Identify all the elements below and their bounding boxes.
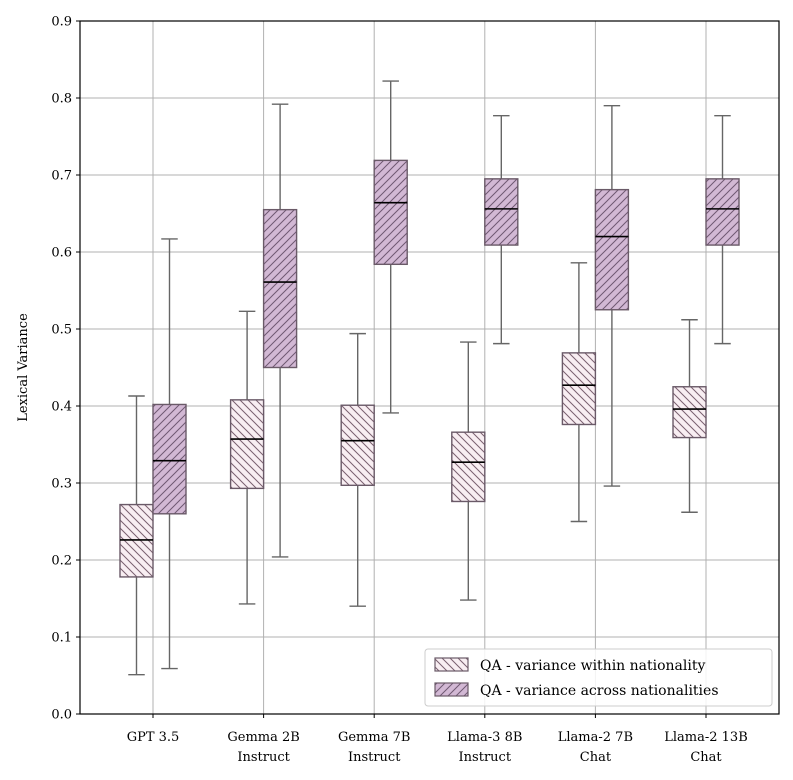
box-group [119,395,154,676]
y-tick-label: 0.6 [51,246,72,261]
legend-box [424,648,773,707]
legend: QA - variance within nationality QA - var… [424,648,773,707]
x-tick-label-line: Gemma 7B [338,730,410,745]
box [451,431,486,503]
x-tick-label-line: Llama-2 13B [664,730,748,745]
y-axis-label: Lexical Variance [16,313,31,422]
x-tick-label: Gemma 2B Instruct [227,730,299,765]
y-tick-label: 0.8 [51,92,72,107]
box-group [451,341,486,601]
x-tick-label-line: Llama-2 7B [558,730,633,745]
x-tick-label-line: Gemma 2B [227,730,299,745]
box [705,178,740,246]
x-tick-label: Llama-3 8B Instruct [447,730,522,765]
plot-frame [79,20,780,715]
box-group [594,104,630,487]
grid [80,20,779,715]
y-tick-label: 0.9 [51,15,72,30]
x-tick-label: Llama-2 13B Chat [664,730,748,765]
axes: 0.0 0.1 0.2 0.3 0.4 0.5 0.6 0.7 0.8 0.9 GPT 3.5 Gem… [51,15,747,766]
x-tick-label: Llama-2 7B Chat [558,730,633,765]
legend-swatch [434,682,469,697]
box [262,208,298,369]
x-tick-label-line: Chat [580,750,612,765]
box-group [484,115,519,345]
legend-label: QA - variance within nationality [480,658,705,674]
box-group [340,332,375,607]
y-tick-label: 0.5 [51,323,72,338]
y-tick-label: 0.0 [51,708,72,723]
box-group [262,103,298,558]
box-group [373,80,408,414]
x-tick-label: GPT 3.5 [127,730,180,745]
legend-label: QA - variance across nationalities [480,683,719,699]
plot-area [119,80,740,676]
box-group [561,262,597,523]
box [229,399,265,490]
x-tick-label-line: Instruct [237,750,290,765]
legend-swatch [434,657,469,672]
x-tick-label-line: Instruct [348,750,401,765]
x-tick-label-line: Llama-3 8B [447,730,522,745]
box [672,386,707,439]
x-tick-label-line: Instruct [459,750,512,765]
box [561,352,597,426]
box-group [229,310,265,605]
y-tick-label: 0.1 [51,631,72,646]
x-tick-label-line: Chat [690,750,722,765]
box-group [672,319,707,513]
box [594,188,630,311]
y-tick-label: 0.2 [51,554,72,569]
box-group [705,115,740,345]
box [152,403,187,515]
box [340,404,375,487]
box [484,178,519,246]
box-group [152,238,187,670]
y-tick-label: 0.7 [51,169,72,184]
y-tick-label: 0.3 [51,477,72,492]
y-tick-label: 0.4 [51,400,72,415]
box [373,159,408,266]
x-tick-label: Gemma 7B Instruct [338,730,410,765]
x-tick-label-line: GPT 3.5 [127,730,180,745]
